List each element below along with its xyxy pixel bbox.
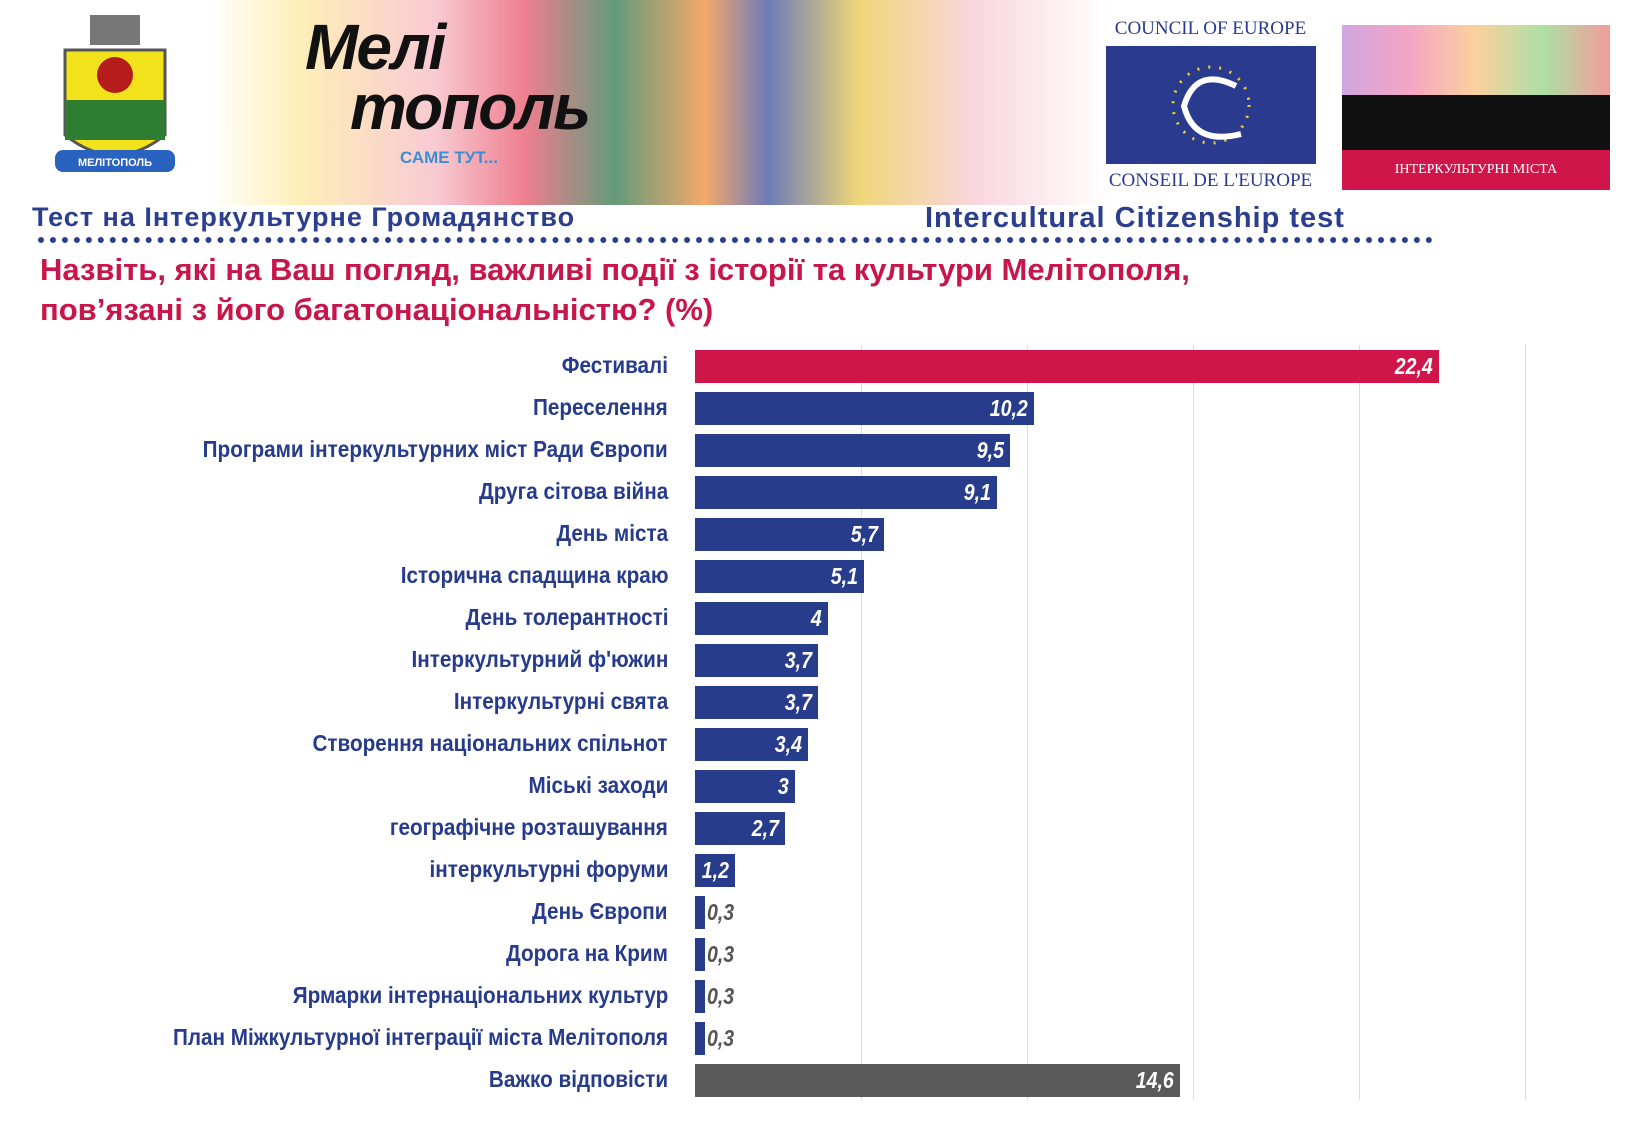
bar (695, 896, 705, 929)
value-label: 9,5 (977, 437, 1005, 463)
category-label: Інтеркультурний ф'южин (411, 646, 668, 672)
bar (695, 686, 818, 719)
category-label: інтеркультурні форуми (429, 856, 668, 882)
melitopol-slogan: САМЕ ТУТ... (400, 148, 498, 167)
category-label: Міські заходи (528, 772, 668, 798)
gridline (1027, 345, 1028, 1100)
council-of-europe-logo: COUNCIL OF EUROPE CONSEIL DE L'EUROPE (1103, 18, 1318, 198)
bar (695, 350, 1439, 383)
category-label: День толерантності (465, 604, 668, 630)
category-label: День міста (556, 520, 668, 546)
gridline (1359, 345, 1360, 1100)
value-label: 3,7 (784, 647, 812, 673)
value-label: 0,3 (706, 1025, 735, 1051)
category-label: Ярмарки інтернаціональних культур (292, 982, 668, 1008)
bar (695, 1064, 1180, 1097)
bar (695, 434, 1011, 467)
bar (695, 770, 795, 803)
category-label: Історична спадщина краю (400, 562, 668, 588)
bar (695, 518, 885, 551)
bar (695, 602, 828, 635)
category-label: Фестивалі (561, 352, 668, 378)
value-label: 9,1 (963, 479, 992, 505)
bar (695, 392, 1034, 425)
bar (695, 728, 808, 761)
city-coat-of-arms: МЕЛІТОПОЛЬ (55, 15, 175, 172)
coe-top-text: COUNCIL OF EUROPE (1114, 18, 1307, 39)
category-label: Створення національних спільнот (312, 730, 668, 756)
category-label: План Міжкультурної інтеграції міста Мелі… (172, 1024, 668, 1050)
category-label: Важко відповісти (488, 1066, 668, 1092)
banner-image (210, 0, 1110, 205)
bar (695, 560, 865, 593)
value-label: 3,4 (774, 731, 802, 757)
category-label: Дорога на Крим (506, 940, 668, 966)
value-label: 2,7 (751, 815, 779, 841)
value-label: 10,2 (989, 395, 1028, 421)
bar (695, 854, 735, 887)
subtitle-ua: Тест на Інтеркультурне Громадянство (32, 202, 576, 232)
value-label: 0,3 (706, 941, 735, 967)
category-label: географічне розташування (390, 814, 668, 840)
value-label: 5,7 (851, 521, 879, 547)
value-label: 0,3 (706, 899, 735, 925)
coe-bottom-text: CONSEIL DE L'EUROPE (1108, 170, 1313, 191)
subtitle-en: Intercultural Citizenship test (925, 202, 1345, 234)
bar (695, 476, 998, 509)
gridline (861, 345, 862, 1100)
bar (695, 980, 705, 1013)
category-label: Програми інтеркультурних міст Ради Європ… (202, 436, 668, 462)
value-label: 3,7 (784, 689, 812, 715)
category-label: Інтеркультурні свята (453, 688, 668, 714)
value-label: 4 (810, 605, 822, 631)
value-label: 22,4 (1394, 353, 1433, 379)
gridline (1525, 345, 1526, 1100)
icc-label: ІНТЕРКУЛЬТУРНІ МІСТА (1342, 150, 1610, 190)
bar (695, 938, 705, 971)
value-label: 14,6 (1135, 1067, 1174, 1093)
category-label: Друга сітова війна (478, 478, 668, 504)
bar (695, 1022, 705, 1055)
chart-title-line1: Назвіть, які на Ваш погляд, важливі поді… (40, 252, 1190, 287)
svg-text:МЕЛІТОПОЛЬ: МЕЛІТОПОЛЬ (78, 157, 152, 169)
melitopol-logo-line1: Мелі (305, 11, 446, 83)
gridline (1193, 345, 1194, 1100)
dotted-divider (38, 237, 1433, 249)
melitopol-logo-line2: тополь (350, 71, 591, 143)
value-label: 0,3 (706, 983, 735, 1009)
bar (695, 812, 785, 845)
chart-title-line2: пов’язані з його багатонаціональністю? (… (40, 292, 714, 327)
category-label: Переселення (533, 394, 668, 420)
intercultural-cities-logo: ІНТЕРКУЛЬТУРНІ МІСТА (1342, 25, 1610, 190)
value-label: 5,1 (831, 563, 859, 589)
bar (695, 644, 818, 677)
value-label: 3 (777, 773, 789, 799)
value-label: 1,2 (701, 857, 729, 883)
category-label: День Європи (532, 898, 668, 924)
